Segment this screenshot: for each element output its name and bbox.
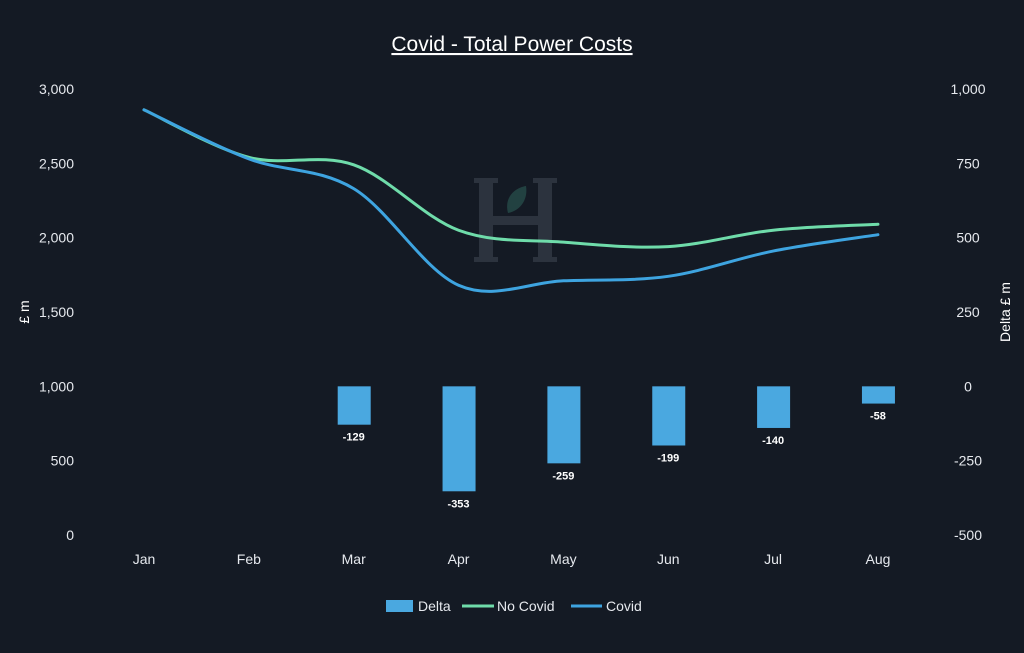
delta-bar [547,386,581,464]
right-tick-label: 500 [956,230,980,246]
left-tick-label: 1,000 [39,378,74,394]
delta-bar [757,386,791,428]
x-category-label: Jan [133,551,156,567]
covid-line [142,108,880,293]
line-series [142,108,880,293]
x-category-label: Aug [865,551,890,567]
left-tick-label: 2,500 [39,155,74,171]
right-axis-label: Delta £ m [997,282,1013,342]
x-category-label: Apr [448,551,470,567]
x-category-label: Jul [764,551,782,567]
right-tick-label: 250 [956,304,980,320]
delta-bar-data-label: -353 [448,498,470,510]
delta-bar-labels: -129 -353 -259 -199 -140 -58 [343,411,886,511]
delta-bar [442,386,476,492]
legend-delta-label: Delta [418,598,451,614]
delta-bar-data-label: -259 [552,470,574,482]
legend-covid-label: Covid [606,598,642,614]
left-tick-label: 3,000 [39,81,74,97]
delta-bar [337,386,371,425]
delta-bar [652,386,686,446]
left-tick-label: 2,000 [39,230,74,246]
left-tick-label: 0 [66,527,74,543]
left-axis-label: £ m [16,300,32,323]
legend: Delta No Covid Covid [386,598,642,614]
left-tick-label: 1,500 [39,304,74,320]
delta-bar-data-label: -129 [343,432,365,444]
legend-delta-swatch [386,600,413,612]
left-tick-label: 500 [51,453,75,469]
x-category-label: Jun [657,551,680,567]
no-covid-line [142,108,880,249]
x-category-label: Mar [342,551,366,567]
right-tick-label: -250 [954,453,982,469]
x-category-label: Feb [237,551,261,567]
delta-bar [861,386,895,404]
x-category-label: May [550,551,576,567]
watermark-logo [474,178,557,262]
left-axis-ticks: 0 500 1,000 1,500 2,000 2,500 3,000 [39,81,74,543]
chart-title: Covid - Total Power Costs [391,33,632,56]
delta-bar-data-label: -58 [870,411,886,423]
delta-bars [337,386,895,492]
x-axis-categories: Jan Feb Mar Apr May Jun Jul Aug [133,551,891,567]
right-tick-label: -500 [954,527,982,543]
right-tick-label: 1,000 [950,81,985,97]
legend-no-covid-label: No Covid [497,598,555,614]
right-tick-label: 750 [956,155,980,171]
delta-bar-data-label: -199 [657,453,679,465]
delta-bar-data-label: -140 [762,435,784,447]
right-tick-label: 0 [964,378,972,394]
right-axis-ticks: -500 -250 0 250 500 750 1,000 [950,81,985,543]
